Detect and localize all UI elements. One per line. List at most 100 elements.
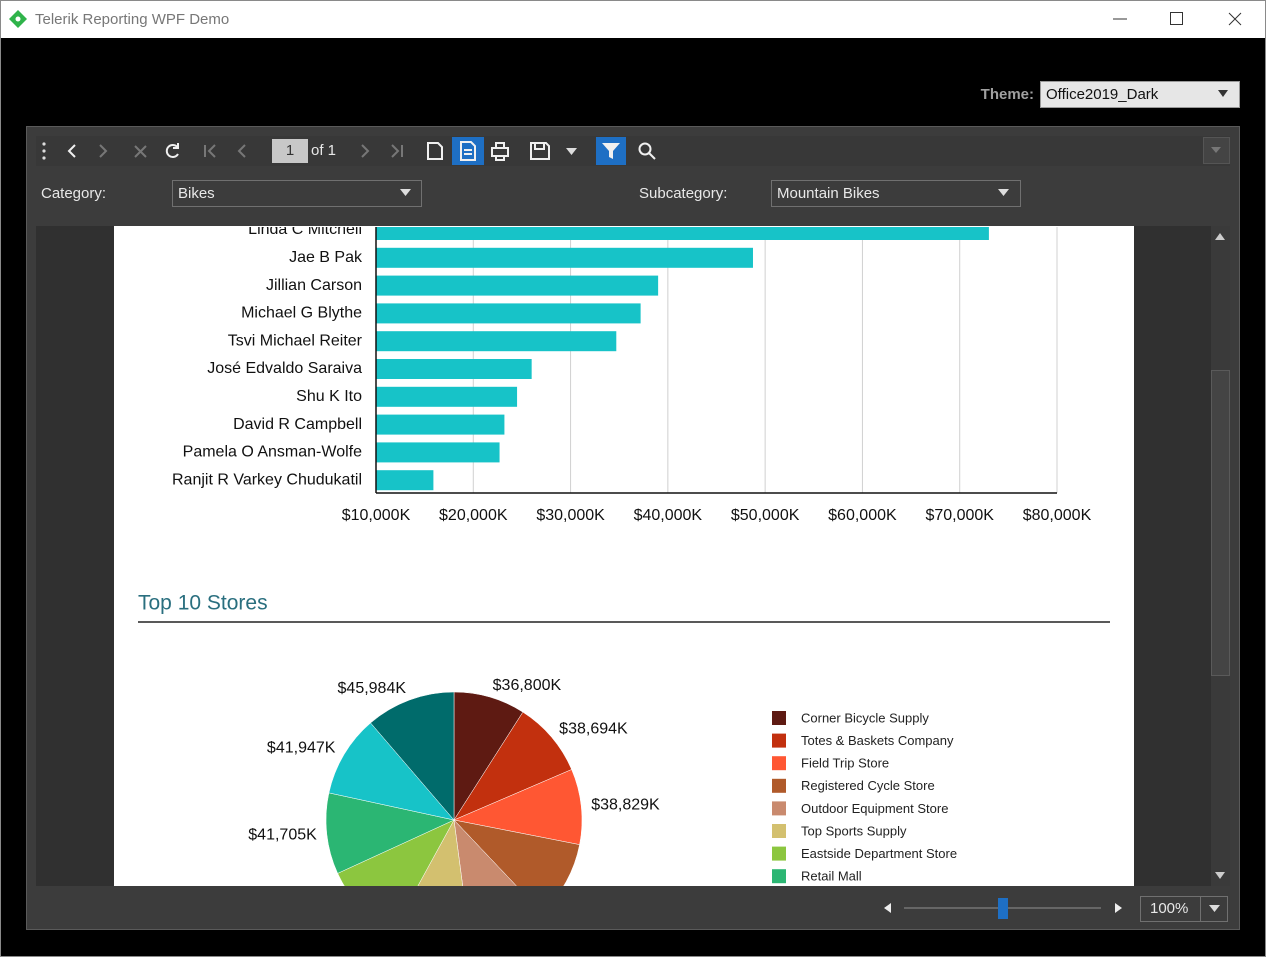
bar xyxy=(376,359,532,379)
export-dropdown[interactable] xyxy=(566,148,577,155)
bar xyxy=(376,227,989,240)
category-arrow xyxy=(400,189,411,196)
legend-label: Registered Cycle Store xyxy=(801,778,935,793)
page-number: 1 xyxy=(286,142,294,159)
search-button[interactable] xyxy=(638,142,652,156)
y-tick-label: David R Campbell xyxy=(233,416,362,433)
filter-icon xyxy=(602,143,620,159)
report-page xyxy=(114,226,1134,886)
toolbar-overflow[interactable] xyxy=(1203,137,1230,164)
bar xyxy=(376,275,659,296)
page-view-icon xyxy=(460,141,476,161)
close-button[interactable] xyxy=(1228,12,1242,26)
scrollbar-thumb[interactable] xyxy=(1211,370,1230,676)
legend-swatch xyxy=(772,846,786,861)
toolbar xyxy=(36,136,1230,166)
bar xyxy=(376,331,617,352)
legend-label: Retail Mall xyxy=(801,869,862,884)
y-tick-label: Pamela O Ansman-Wolfe xyxy=(183,444,362,461)
y-tick-label: Michael G Blythe xyxy=(241,305,362,322)
x-tick-label: $20,000K xyxy=(439,507,508,524)
legend-label: Outdoor Equipment Store xyxy=(801,801,948,816)
section-title: Top 10 Stores xyxy=(138,592,268,615)
x-tick-label: $50,000K xyxy=(731,507,800,524)
zoom-out[interactable] xyxy=(884,903,891,913)
legend-label: Totes & Baskets Company xyxy=(801,733,954,748)
legend-swatch xyxy=(772,711,786,725)
page-count: of 1 xyxy=(311,142,336,159)
legend-swatch xyxy=(772,824,786,838)
data-label: $38,694K xyxy=(559,721,628,738)
toolbar-icons xyxy=(42,137,1230,165)
data-label: $41,705K xyxy=(248,826,317,843)
category-label: Category: xyxy=(41,185,106,202)
y-tick-label: Shu K Ito xyxy=(296,388,362,405)
pie-slice xyxy=(453,711,572,821)
bar xyxy=(376,470,434,491)
zoom-arrow xyxy=(1209,905,1220,912)
legend-swatch xyxy=(772,869,786,884)
subcategory-dropdown[interactable] xyxy=(771,180,1021,207)
x-tick-label: $30,000K xyxy=(536,507,605,524)
theme-dropdown[interactable] xyxy=(1040,81,1240,108)
zoom-thumb[interactable] xyxy=(998,898,1008,919)
prev-page-button[interactable] xyxy=(237,144,246,158)
print-button[interactable] xyxy=(491,142,509,161)
x-tick-label: $70,000K xyxy=(925,507,994,524)
bar xyxy=(376,442,500,463)
subcategory-label: Subcategory: xyxy=(639,185,727,202)
pie-slice xyxy=(453,769,583,845)
bar xyxy=(376,386,518,407)
subcategory-arrow xyxy=(998,189,1009,196)
stop-button[interactable] xyxy=(134,145,147,158)
forward-button[interactable] xyxy=(99,144,108,158)
bar xyxy=(376,303,641,324)
data-label: $38,829K xyxy=(591,796,660,813)
legend-label: Top Sports Supply xyxy=(801,823,907,838)
app-icon-dot xyxy=(15,16,21,22)
next-page-button[interactable] xyxy=(361,144,370,158)
pie-slice xyxy=(370,691,455,821)
y-tick-label: Jillian Carson xyxy=(266,277,362,294)
legend-swatch xyxy=(772,778,786,793)
pie-slice xyxy=(325,792,455,874)
x-tick-label: $80,000K xyxy=(1023,507,1092,524)
zoom-value: 100% xyxy=(1150,900,1188,917)
maximize-button[interactable] xyxy=(1170,12,1183,25)
theme-dropdown-arrow xyxy=(1218,90,1228,97)
search-handle xyxy=(648,152,656,160)
export-button[interactable] xyxy=(530,142,550,160)
category-dropdown[interactable] xyxy=(172,180,422,207)
theme-value: Office2019_Dark xyxy=(1046,86,1159,103)
title-bar xyxy=(0,0,1266,38)
y-tick-label: José Edvaldo Saraiva xyxy=(207,360,362,377)
report-content: $10,000K $20,000K $30,000K $40,000K $50,000K… xyxy=(138,221,1110,886)
print-preview-button[interactable] xyxy=(427,142,443,160)
zoom-box[interactable] xyxy=(1140,896,1201,922)
y-tick-label: Tsvi Michael Reiter xyxy=(228,332,363,349)
x-tick-label: $10,000K xyxy=(342,507,411,524)
first-page-button[interactable] xyxy=(204,144,216,158)
category-value: Bikes xyxy=(178,185,215,202)
subcategory-value: Mountain Bikes xyxy=(777,185,880,202)
bar xyxy=(376,247,753,268)
y-tick-label: Jae B Pak xyxy=(289,249,363,266)
page-number-box[interactable] xyxy=(272,139,308,163)
legend-swatch xyxy=(772,801,786,816)
legend-label: Eastside Department Store xyxy=(801,846,957,861)
refresh-button[interactable] xyxy=(165,143,179,158)
pie-slice xyxy=(417,819,463,886)
y-tick-label: Linda C Mitchell xyxy=(248,221,362,238)
back-button[interactable] xyxy=(67,144,76,158)
scroll-down[interactable] xyxy=(1215,872,1225,879)
window-title: Telerik Reporting WPF Demo xyxy=(35,11,229,28)
last-page-button[interactable] xyxy=(391,144,403,158)
legend-label: Corner Bicycle Supply xyxy=(801,710,929,725)
overflow-arrow xyxy=(1211,147,1221,153)
pie-slice xyxy=(328,722,455,821)
data-label: $41,947K xyxy=(267,740,336,757)
data-label: $36,800K xyxy=(493,677,562,694)
zoom-in[interactable] xyxy=(1115,903,1122,913)
scroll-up[interactable] xyxy=(1215,233,1225,240)
